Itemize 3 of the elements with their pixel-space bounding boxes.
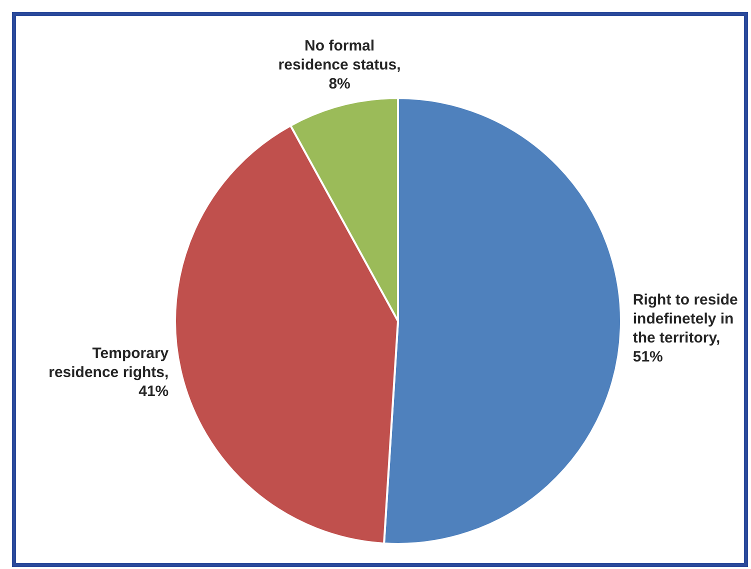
slice-label: No formal residence status, 8% bbox=[278, 37, 401, 92]
slice-label: Right to reside indefinetely in the territory, 51% bbox=[632, 291, 738, 366]
slice-label: Temporary residence rights, 41% bbox=[48, 344, 170, 400]
